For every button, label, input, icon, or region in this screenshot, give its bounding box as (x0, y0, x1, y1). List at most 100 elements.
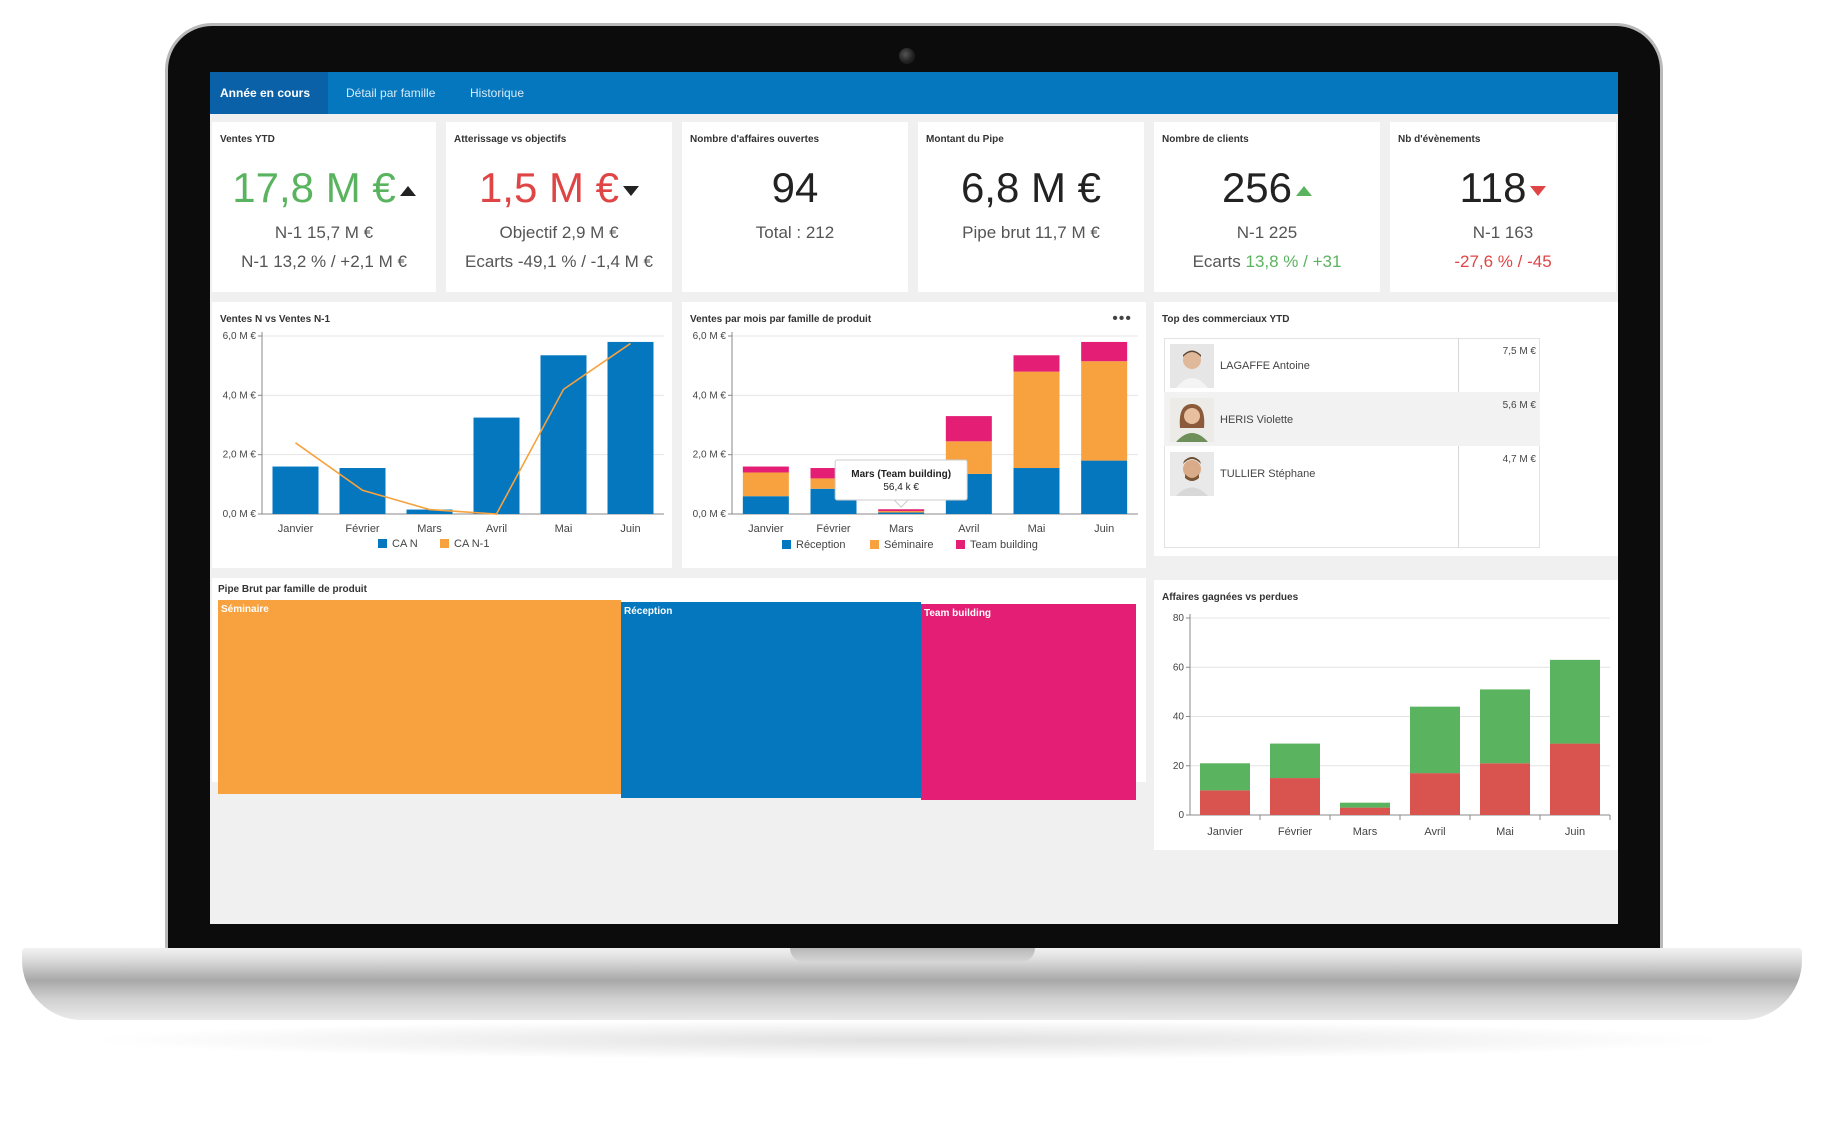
treemap-reception[interactable]: Réception (621, 602, 921, 798)
kpi-title: Montant du Pipe (926, 134, 1004, 145)
kpi-line-2: Ecarts 13,8 % / +31 (1192, 252, 1342, 271)
stacked-bar-segment (1340, 802, 1390, 808)
y-tick-label: 0,0 M € (693, 509, 727, 520)
tab-historique[interactable]: Historique (470, 86, 525, 100)
x-tick-label: Février (816, 523, 851, 535)
chart-title: Ventes par mois par famille de produit (690, 314, 872, 325)
kpi-nb-evenements[interactable]: Nb d'évènements 118 N-1 163 -27,6 % / -4… (1390, 122, 1616, 292)
legend-label: Séminaire (884, 539, 934, 551)
x-tick-label: Janvier (1207, 826, 1243, 838)
chart-ventes-svg: 0,0 M € 2,0 M € 4,0 M € 6,0 M € Janvier Févri… (223, 331, 664, 550)
line-ca-n1 (295, 342, 631, 515)
chart-title: Affaires gagnées vs perdues (1162, 592, 1299, 603)
treemap-label: Team building (924, 608, 992, 619)
kpi-line-2: -27,6 % / -45 (1454, 252, 1552, 271)
stacked-bar-segment (742, 496, 789, 514)
x-tick-label: Juin (620, 523, 640, 535)
trend-up-icon (1296, 185, 1313, 196)
empty-area (210, 850, 1618, 924)
dashboard-screen: Année en cours Détail par famille Histor… (210, 72, 1618, 924)
kpi-title: Atterissage vs objectifs (454, 134, 567, 145)
treemap-seminaire[interactable]: Séminaire (218, 600, 621, 794)
chart-affaires-svg: 0 20 40 60 80 Janvier Février Mars Avril Mai Juin (1173, 613, 1611, 838)
y-tick-label: 60 (1173, 662, 1185, 673)
kpi-line-2: N-1 13,2 % / +2,1 M € (241, 252, 407, 271)
stacked-bar-segment (810, 478, 857, 489)
kpi-title: Nombre de clients (1162, 134, 1249, 145)
table-row[interactable]: HERIS Violette 5,6 M € (1164, 392, 1540, 446)
trend-up-icon (399, 185, 416, 196)
y-tick-label: 40 (1173, 712, 1185, 723)
avatar (1170, 344, 1214, 388)
avatar (1170, 398, 1214, 442)
stacked-bar-segment (1480, 763, 1530, 815)
stacked-bar-segment (1410, 706, 1460, 774)
card-title: Top des commerciaux YTD (1162, 314, 1290, 325)
x-tick-label: Mai (1028, 523, 1046, 535)
kpi-value: 94 (771, 164, 819, 211)
kpi-line-1: N-1 15,7 M € (274, 223, 374, 242)
tooltip-box (834, 459, 968, 501)
tab-annee-en-cours[interactable]: Année en cours (210, 72, 328, 114)
stacked-bar-segment (1013, 371, 1060, 469)
treemap-label: Séminaire (221, 604, 269, 615)
trend-down-icon (1530, 185, 1547, 196)
tab-bar: Année en cours Détail par famille Histor… (210, 72, 1618, 114)
kpi-ventes-ytd[interactable]: Ventes YTD 17,8 M € N-1 15,7 M € N-1 13,… (212, 122, 436, 292)
y-tick-label: 2,0 M € (693, 450, 727, 461)
legend-swatch (782, 540, 791, 549)
legend-label: Team building (970, 539, 1038, 551)
kpi-line-1: N-1 225 (1236, 223, 1298, 242)
y-tick-label: 2,0 M € (223, 450, 257, 461)
stacked-bar-segment (878, 512, 925, 514)
chart-pipe-brut[interactable]: Pipe Brut par famille de produit Séminai… (212, 578, 1146, 800)
x-tick-label: Juin (1094, 523, 1114, 535)
kpi-line-1: Objectif 2,9 M € (499, 223, 619, 242)
x-tick-label: Avril (1424, 826, 1445, 838)
kpi-line-2: Ecarts -49,1 % / -1,4 M € (464, 252, 653, 271)
chart-ventes-n-vs-n1[interactable]: Ventes N vs Ventes N-1 0,0 M € 2,0 M € 4,0… (212, 302, 672, 568)
bar-ca-n (406, 509, 453, 514)
x-tick-label: Mai (1496, 826, 1514, 838)
tooltip-pointer (892, 499, 910, 508)
stacked-bar-segment (878, 509, 925, 512)
x-tick-label: Janvier (278, 523, 314, 535)
legend-label: Réception (796, 539, 846, 551)
kpi-montant-pipe[interactable]: Montant du Pipe 6,8 M € Pipe brut 11,7 M… (918, 122, 1144, 292)
stacked-bar-segment (1200, 790, 1250, 815)
y-tick-label: 6,0 M € (693, 331, 727, 342)
more-options-icon[interactable]: ••• (1112, 310, 1132, 327)
y-tick-label: 0 (1178, 810, 1184, 821)
kpi-value: 1,5 M € (446, 164, 672, 212)
legend-swatch (956, 540, 965, 549)
stacked-bar-segment (1340, 807, 1390, 815)
stacked-bar-segment (1200, 763, 1250, 791)
stacked-bar-segment (742, 466, 789, 473)
table-row[interactable]: TULLIER Stéphane 4,7 M € (1164, 446, 1540, 500)
legend-swatch (870, 540, 879, 549)
kpi-title: Nb d'évènements (1398, 134, 1481, 145)
bar-ca-n (540, 355, 587, 514)
chart-famille-svg: 0,0 M € 2,0 M € 4,0 M € 6,0 M € Janvier Févri… (693, 331, 1138, 551)
chart-affaires-gagnees-perdues[interactable]: Affaires gagnées vs perdues 0 20 40 60 80 Jan… (1154, 580, 1618, 850)
kpi-affaires-ouvertes[interactable]: Nombre d'affaires ouvertes 94 Total : 21… (682, 122, 908, 292)
treemap-team-building[interactable]: Team building (921, 604, 1136, 800)
stacked-bar-segment (1013, 468, 1060, 514)
tab-detail-par-famille[interactable]: Détail par famille (346, 86, 436, 100)
kpi-atterrissage[interactable]: Atterissage vs objectifs 1,5 M € Objecti… (446, 122, 672, 292)
x-tick-label: Février (345, 523, 380, 535)
x-tick-label: Juin (1565, 826, 1585, 838)
tooltip-title: Mars (Team building) (851, 469, 951, 480)
table-row[interactable]: LAGAFFE Antoine 7,5 M € (1164, 338, 1540, 392)
x-tick-label: Janvier (748, 523, 784, 535)
chart-ventes-par-famille[interactable]: Ventes par mois par famille de produit •… (682, 302, 1146, 568)
commercial-name: LAGAFFE Antoine (1220, 360, 1310, 372)
stacked-bar-segment (878, 511, 925, 513)
x-tick-label: Mars (889, 523, 914, 535)
webcam-icon (899, 48, 915, 64)
stacked-bar-segment (1550, 743, 1600, 815)
stacked-bar-segment (1270, 778, 1320, 815)
kpi-nombre-clients[interactable]: Nombre de clients 256 N-1 225 Ecarts 13,… (1154, 122, 1380, 292)
kpi-value: 17,8 M € (212, 164, 436, 212)
tooltip-value: 56,4 k € (883, 482, 919, 493)
